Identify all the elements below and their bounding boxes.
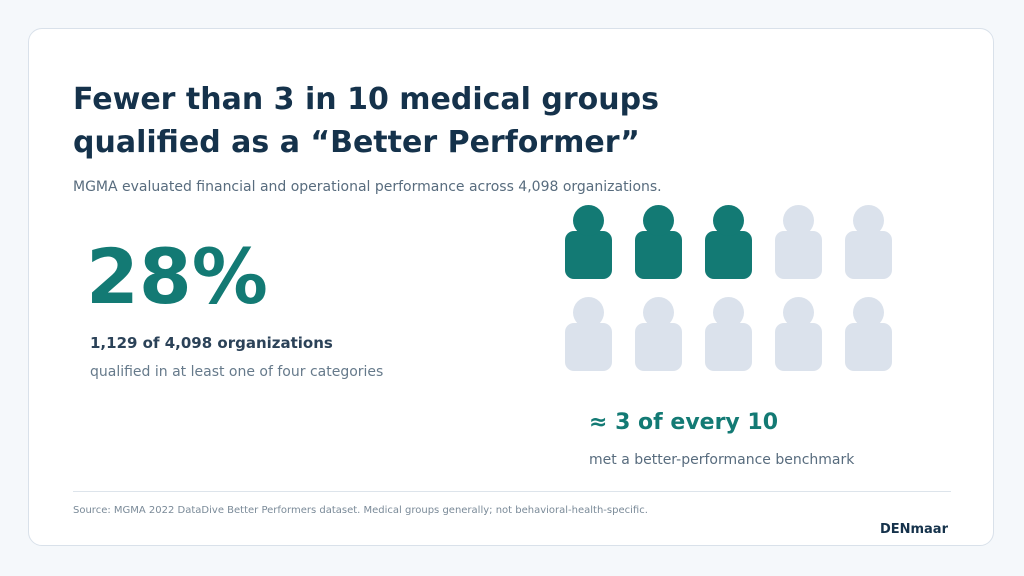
ratio-caption: met a better-performance benchmark (589, 452, 855, 468)
person-icon-muted (635, 297, 683, 371)
person-head (783, 297, 814, 328)
person-body (635, 231, 682, 279)
person-icon-highlighted (565, 205, 613, 279)
person-head (573, 205, 604, 236)
person-body (775, 231, 822, 279)
person-icon-highlighted (705, 205, 753, 279)
title-line-1: Fewer than 3 in 10 medical groups (73, 82, 659, 117)
person-head (783, 205, 814, 236)
person-body (845, 323, 892, 371)
person-icon-muted (775, 205, 823, 279)
person-head (643, 297, 674, 328)
person-head (573, 297, 604, 328)
person-icon-muted (845, 205, 893, 279)
stat-count-label: 1,129 of 4,098 organizations (90, 334, 333, 352)
source-note: Source: MGMA 2022 DataDive Better Perfor… (73, 505, 648, 516)
person-body (705, 231, 752, 279)
person-icon-muted (705, 297, 753, 371)
subtitle: MGMA evaluated financial and operational… (73, 179, 662, 195)
pictogram-grid (565, 205, 895, 375)
person-icon-muted (775, 297, 823, 371)
headline-percentage: 28% (86, 232, 268, 321)
person-body (845, 231, 892, 279)
person-body (565, 231, 612, 279)
person-head (853, 205, 884, 236)
title-line-2: qualified as a “Better Performer” (73, 125, 640, 160)
infographic-card (28, 28, 994, 546)
person-head (643, 205, 674, 236)
ratio-headline: ≈ 3 of every 10 (589, 410, 779, 435)
stat-caption: qualified in at least one of four catego… (90, 364, 384, 380)
person-icon-muted (565, 297, 613, 371)
person-body (705, 323, 752, 371)
brand-logo: DENmaar (879, 522, 948, 537)
person-body (565, 323, 612, 371)
person-icon-highlighted (635, 205, 683, 279)
person-head (713, 297, 744, 328)
page-title: Fewer than 3 in 10 medical groups qualif… (73, 78, 713, 164)
person-head (713, 205, 744, 236)
person-icon-muted (845, 297, 893, 371)
person-head (853, 297, 884, 328)
person-body (775, 323, 822, 371)
person-body (635, 323, 682, 371)
footer-divider (73, 491, 951, 492)
